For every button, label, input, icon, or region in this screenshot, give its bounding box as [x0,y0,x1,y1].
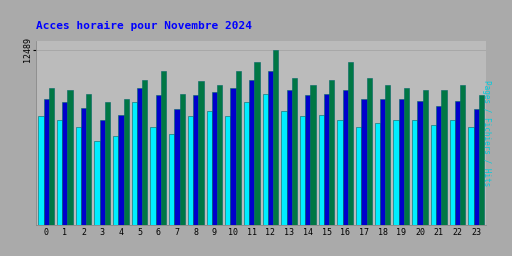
Bar [206,111,212,225]
Bar [198,81,204,225]
Bar [300,116,305,225]
Bar [249,80,254,225]
Bar [356,127,361,225]
Bar [367,78,372,225]
Bar [212,92,217,225]
Bar [441,90,446,225]
Bar [44,99,49,225]
Bar [100,120,105,225]
Bar [118,115,123,225]
Bar [479,95,484,225]
Bar [254,62,260,225]
Bar [361,99,367,225]
Bar [281,111,287,225]
Bar [268,71,273,225]
Bar [49,88,54,225]
Bar [156,95,161,225]
Bar [38,116,44,225]
Bar [450,120,455,225]
Bar [123,99,129,225]
Bar [417,101,422,225]
Bar [287,90,292,225]
Bar [161,71,166,225]
Bar [230,88,236,225]
Bar [468,127,474,225]
Bar [105,102,110,225]
Bar [394,120,399,225]
Bar [132,102,137,225]
Bar [57,120,62,225]
Bar [142,80,147,225]
Bar [225,116,230,225]
Bar [324,94,329,225]
Bar [431,125,436,225]
Bar [385,85,391,225]
Bar [305,95,310,225]
Bar [348,62,353,225]
Bar [292,78,297,225]
Bar [217,85,222,225]
Bar [474,109,479,225]
Bar [404,88,409,225]
Bar [76,127,81,225]
Bar [188,116,193,225]
Bar [86,94,91,225]
Bar [94,141,100,225]
Bar [436,106,441,225]
Bar [175,109,180,225]
Text: Acces horaire pour Novembre 2024: Acces horaire pour Novembre 2024 [36,21,252,31]
Bar [81,108,86,225]
Bar [273,50,279,225]
Bar [318,115,324,225]
Bar [375,123,380,225]
Bar [310,85,316,225]
Bar [380,99,385,225]
Bar [62,102,68,225]
Bar [337,120,343,225]
Bar [329,80,334,225]
Bar [68,90,73,225]
Bar [137,88,142,225]
Bar [343,90,348,225]
Bar [113,136,118,225]
Bar [460,85,465,225]
Bar [151,127,156,225]
Bar [180,94,185,225]
Bar [399,99,404,225]
Bar [236,71,241,225]
Bar [412,120,417,225]
Bar [263,94,268,225]
Bar [193,95,198,225]
Bar [169,134,175,225]
Bar [455,101,460,225]
Y-axis label: Pages / Fichiers / Hits: Pages / Fichiers / Hits [482,80,490,186]
Bar [244,102,249,225]
Bar [422,90,428,225]
